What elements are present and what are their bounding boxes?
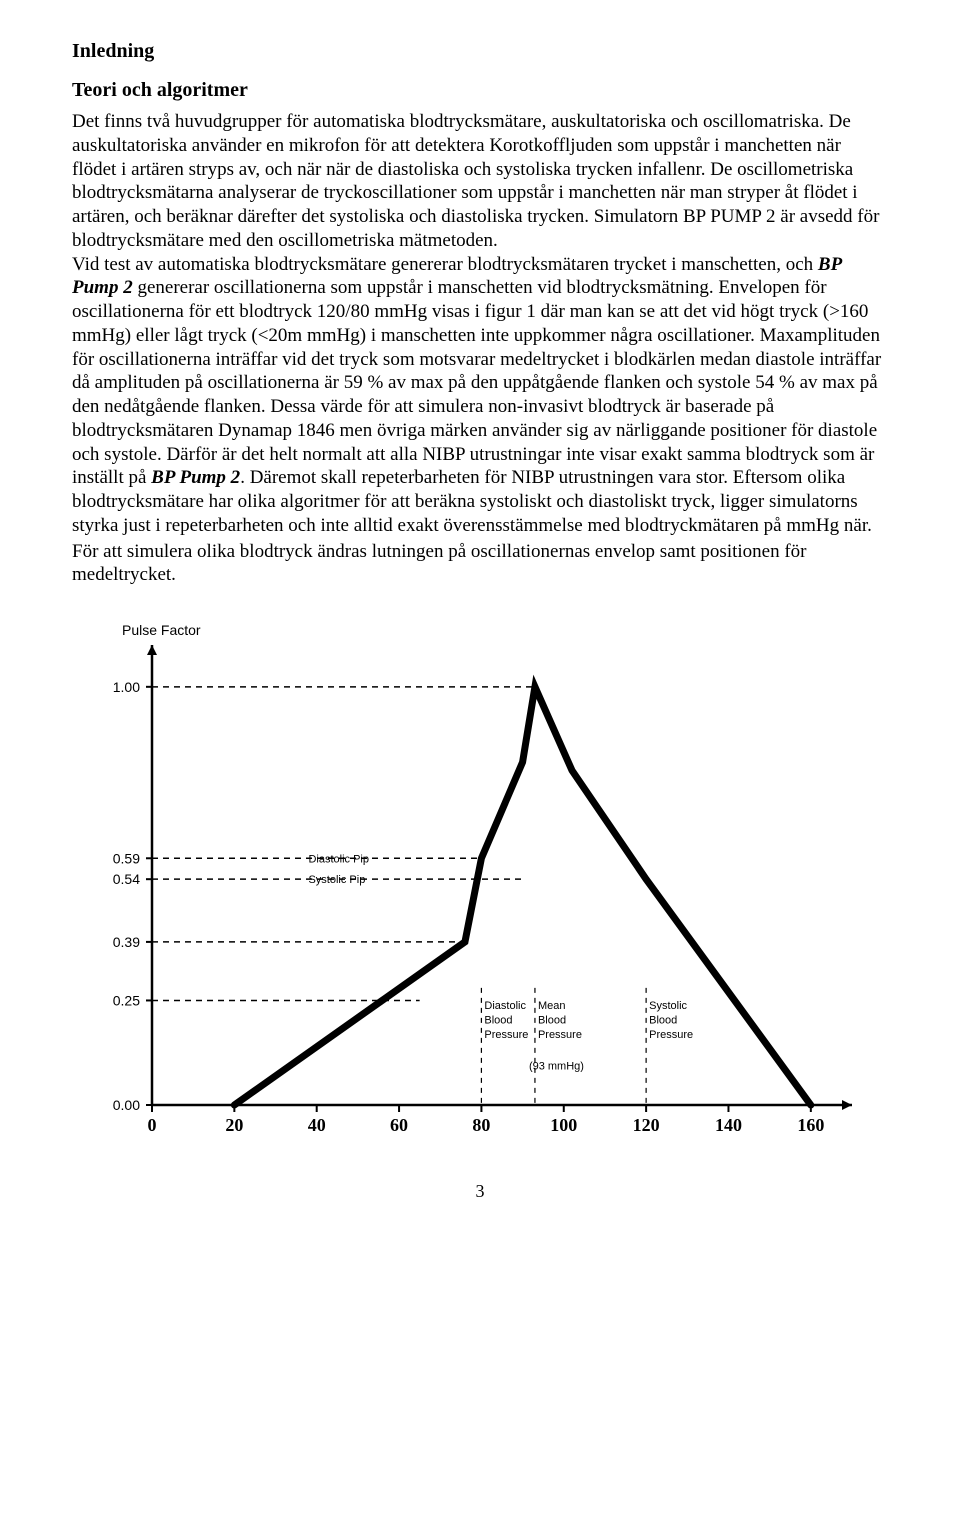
chart-svg: Pulse Factor 0 20 40 60 80 100 120 140 160 0.00 0.2… [72,615,888,1155]
para-text-2b: genererar oscillationerna som uppstår i … [72,277,881,488]
paragraph-main: Det finns två huvudgrupper för automatis… [72,110,888,538]
chart-x-tick: 0 [148,1115,157,1135]
chart-x-tick: 20 [225,1115,243,1135]
chart-annotation-systolic-pip: Systolic Pip [308,874,365,886]
oscillation-envelope-chart: Pulse Factor 0 20 40 60 80 100 120 140 160 0.00 0.2… [72,615,888,1155]
para-text-1: Det finns två huvudgrupper för automatis… [72,111,879,251]
chart-y-axis-label: Pulse Factor [122,622,201,638]
chart-x-tick: 160 [797,1115,824,1135]
chart-annotation-mean-bp: Mean [538,1000,566,1012]
chart-y-tick: 0.59 [113,850,140,866]
chart-y-tick: 0.39 [113,934,140,950]
chart-y-tick: 0.54 [113,871,140,887]
chart-x-tick: 100 [550,1115,577,1135]
bp-pump-2-ref-2: BP Pump 2 [151,467,240,488]
chart-annotation-mean-bp: Blood [538,1014,566,1026]
chart-annotation-diastolic-bp: Blood [484,1014,512,1026]
page-number: 3 [72,1181,888,1202]
document-page: Inledning Teori och algoritmer Det finns… [0,0,960,1242]
chart-annotation-diastolic-bp: Pressure [484,1029,528,1041]
chart-annotation-systolic-bp: Systolic [649,1000,687,1012]
chart-annotation-diastolic-pip: Diastolic Pip [308,853,369,865]
chart-y-tick: 0.25 [113,992,140,1008]
chart-x-tick: 60 [390,1115,408,1135]
paragraph-2: För att simulera olika blodtryck ändras … [72,540,888,588]
chart-annotation-systolic-bp: Blood [649,1014,677,1026]
chart-annotation-diastolic-bp: Diastolic [484,1000,526,1012]
heading-inledning: Inledning [72,40,888,63]
chart-y-tick: 1.00 [113,679,140,695]
para-text-2a: Vid test av automatiska blodtrycksmätare… [72,254,818,275]
chart-x-tick: 40 [308,1115,326,1135]
chart-x-tick: 140 [715,1115,742,1135]
chart-annotation-mmhg: (93 mmHg) [529,1060,584,1072]
chart-x-tick: 80 [472,1115,490,1135]
heading-teori: Teori och algoritmer [72,79,888,102]
chart-annotation-systolic-bp: Pressure [649,1029,693,1041]
chart-annotation-mean-bp: Pressure [538,1029,582,1041]
chart-x-tick: 120 [633,1115,660,1135]
chart-y-tick: 0.00 [113,1097,140,1113]
